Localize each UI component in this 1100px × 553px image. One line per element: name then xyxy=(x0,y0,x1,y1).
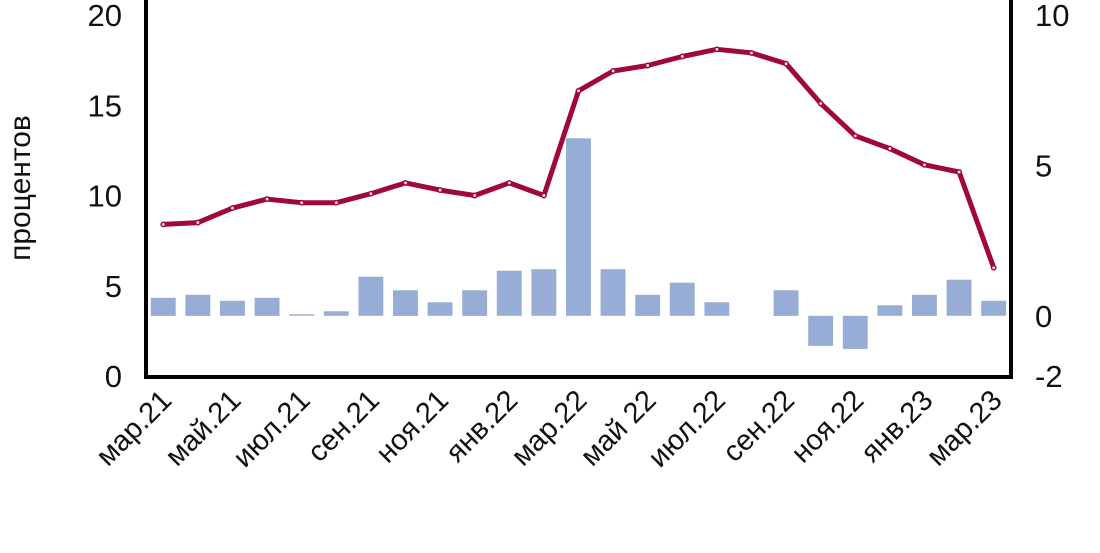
left-tick-label: 0 xyxy=(105,359,122,394)
bars-layer xyxy=(150,138,1007,349)
bar xyxy=(600,269,626,316)
bar xyxy=(981,300,1007,316)
left-tick-label: 10 xyxy=(88,179,122,214)
left-axis-ticks: 0 5 10 15 20 xyxy=(88,0,122,394)
line-point xyxy=(713,46,720,53)
line-point xyxy=(264,196,271,203)
bar xyxy=(842,315,868,349)
line-point xyxy=(194,219,201,226)
line-point xyxy=(367,190,374,197)
line-point xyxy=(748,49,755,56)
right-tick-label: 0 xyxy=(1035,299,1052,334)
right-tick-label: 10 xyxy=(1035,0,1069,33)
line-point xyxy=(402,179,409,186)
bar xyxy=(289,314,315,316)
bar xyxy=(808,315,834,346)
y-axis-label: процентов xyxy=(4,115,37,261)
line-point xyxy=(540,192,547,199)
x-tick-label: мар.21 xyxy=(90,384,178,472)
bar xyxy=(427,302,453,316)
x-tick-label: ноя.21 xyxy=(370,384,455,469)
right-tick-label: -2 xyxy=(1035,359,1063,394)
x-tick-label: сен.21 xyxy=(302,384,386,468)
line-point xyxy=(817,100,824,107)
left-tick-label: 5 xyxy=(105,269,122,304)
bar xyxy=(358,276,384,316)
bar xyxy=(773,290,799,316)
line-point xyxy=(990,264,997,271)
line-point xyxy=(160,221,167,228)
line-layer xyxy=(160,46,997,271)
line-point xyxy=(298,199,305,206)
x-tick-label: мар.23 xyxy=(921,384,1009,472)
line-point xyxy=(506,179,513,186)
line-point xyxy=(610,68,617,74)
right-axis-ticks: -2 0 5 10 xyxy=(1035,0,1069,394)
line-point xyxy=(956,169,963,175)
right-tick-label: 5 xyxy=(1035,148,1052,183)
bar xyxy=(496,270,522,316)
line-point xyxy=(333,199,340,206)
left-tick-label: 20 xyxy=(88,0,122,33)
line-point xyxy=(229,205,236,212)
line-point xyxy=(644,62,651,69)
bar xyxy=(531,269,557,316)
bar xyxy=(220,300,245,316)
x-tick-label: июл.22 xyxy=(642,384,731,473)
bar xyxy=(566,138,591,316)
bar xyxy=(877,305,903,316)
bar xyxy=(393,290,418,316)
line-point xyxy=(783,60,790,67)
x-tick-label: ноя.22 xyxy=(785,384,870,469)
bar xyxy=(635,294,661,316)
x-tick-label: мар.22 xyxy=(505,384,593,472)
line-point xyxy=(921,161,928,168)
bar xyxy=(150,297,176,316)
x-tick-label: июл.21 xyxy=(227,384,316,473)
bar xyxy=(912,294,937,316)
left-tick-label: 15 xyxy=(88,88,122,123)
line-point xyxy=(437,187,444,194)
bar xyxy=(704,302,730,316)
x-axis-ticks: мар.21май.21июл.21сен.21ноя.21янв.22мар.… xyxy=(90,384,1008,473)
line-point xyxy=(471,192,478,199)
bar xyxy=(323,311,349,316)
bar xyxy=(462,290,488,316)
bar xyxy=(254,297,280,316)
bar xyxy=(946,279,972,316)
bar xyxy=(669,282,695,316)
line-point xyxy=(679,53,686,60)
bar xyxy=(185,294,211,316)
line-point xyxy=(575,87,582,94)
line-point xyxy=(886,145,893,152)
x-tick-label: сен.22 xyxy=(717,384,801,468)
line-point xyxy=(852,132,859,139)
